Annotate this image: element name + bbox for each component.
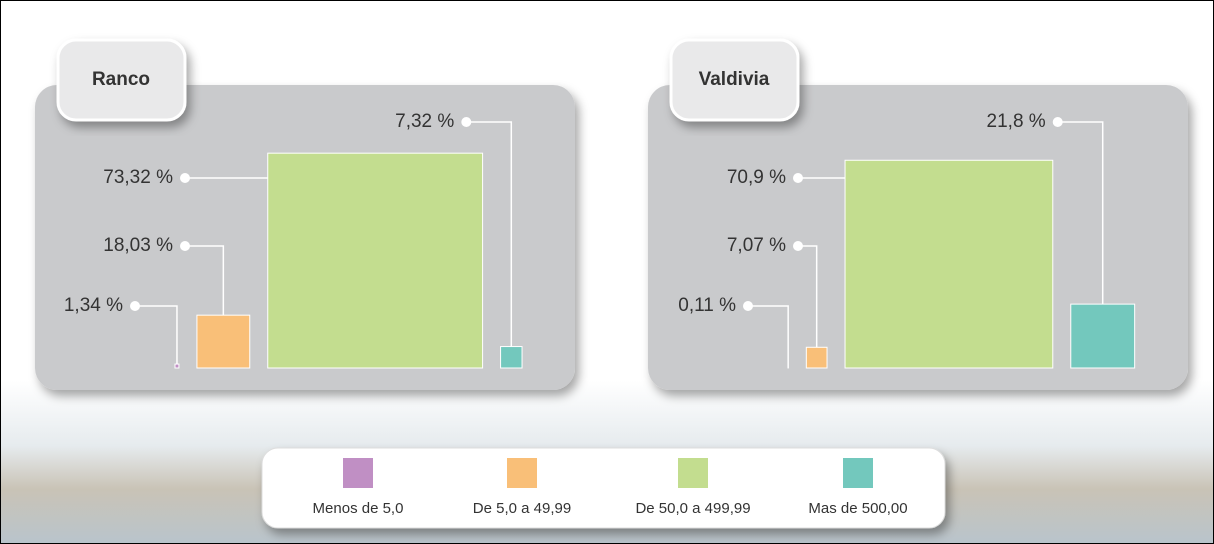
leader-dot [180, 173, 190, 183]
panel-title: Ranco [92, 69, 150, 90]
leader-dot [1053, 117, 1063, 127]
leader-dot [743, 301, 753, 311]
leader-dot [180, 241, 190, 251]
chart: Ranco 1,34 % 18,03 % 73,32 % 7,32 % Valdivia 0… [0, 0, 1214, 544]
panel-title: Valdivia [699, 69, 770, 90]
value-label: 0,11 % [678, 295, 736, 316]
value-label: 1,34 % [64, 295, 123, 316]
value-label: 73,32 % [103, 167, 173, 188]
square [175, 364, 179, 368]
square [501, 347, 522, 368]
square [806, 347, 827, 368]
square [197, 315, 250, 368]
legend-label: De 50,0 a 499,99 [635, 500, 750, 517]
leader-dot [793, 241, 803, 251]
leader-dot [793, 173, 803, 183]
legend-swatch [843, 458, 873, 488]
value-label: 18,03 % [103, 235, 173, 256]
square [268, 153, 483, 368]
value-label: 7,07 % [727, 235, 786, 256]
square [1071, 304, 1135, 368]
legend-label: De 5,0 a 49,99 [473, 500, 571, 517]
value-label: 7,32 % [395, 111, 454, 132]
legend-swatch [507, 458, 537, 488]
square [845, 160, 1053, 368]
leader-dot [130, 301, 140, 311]
value-label: 21,8 % [987, 111, 1046, 132]
legend-label: Menos de 5,0 [313, 500, 404, 517]
legend-label: Mas de 500,00 [808, 500, 907, 517]
leader-dot [461, 117, 471, 127]
value-label: 70,9 % [727, 167, 786, 188]
legend-swatch [343, 458, 373, 488]
legend-swatch [678, 458, 708, 488]
